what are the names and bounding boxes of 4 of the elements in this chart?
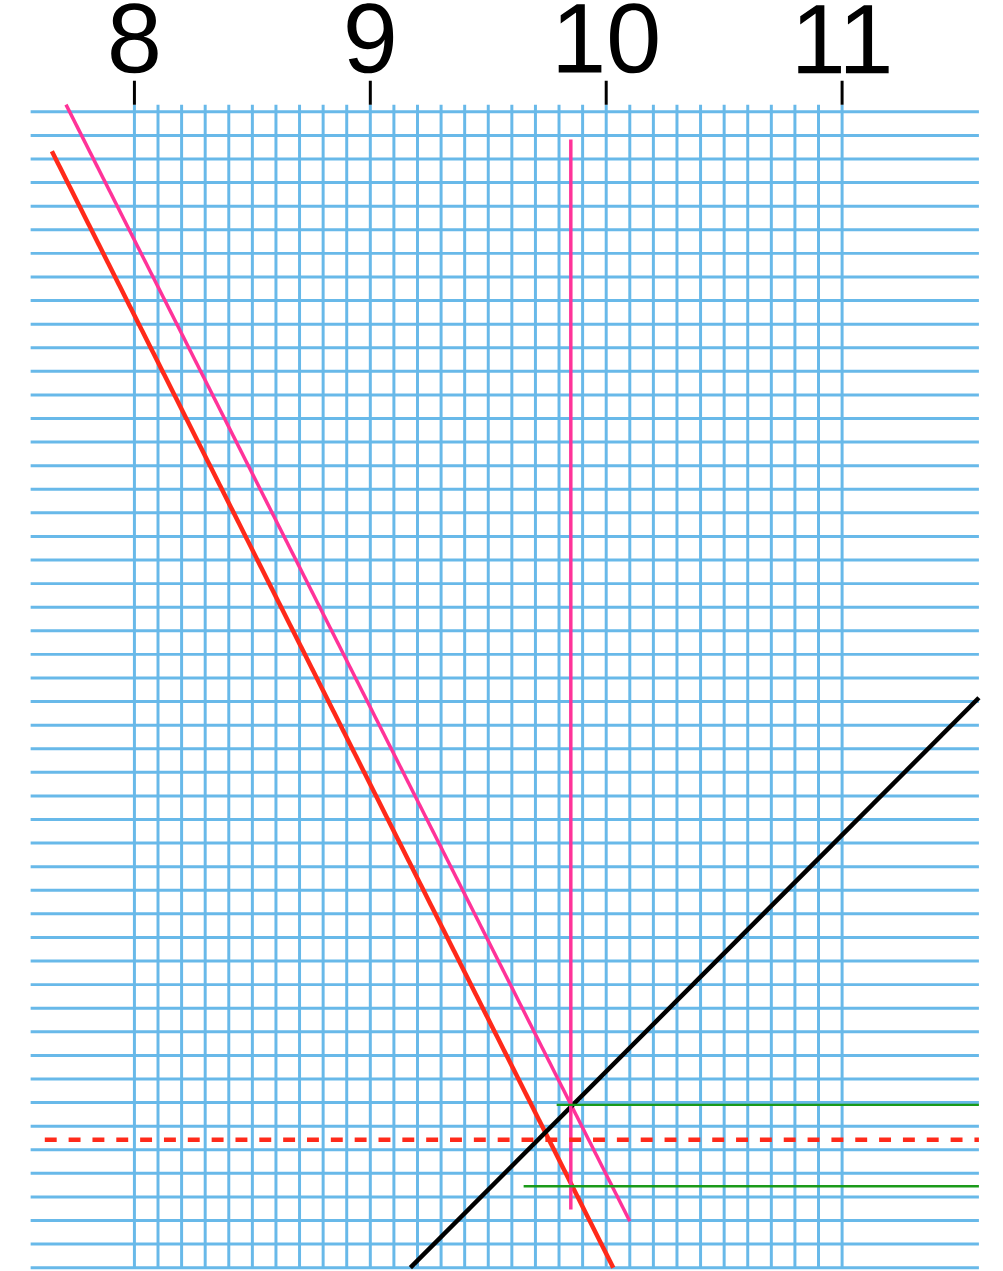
x-tick-label: 11 [798,5,889,74]
x-tick-label: 9 [347,3,394,74]
x-tick-label: 10 [558,3,658,74]
x-tick-label: 8 [111,3,158,74]
